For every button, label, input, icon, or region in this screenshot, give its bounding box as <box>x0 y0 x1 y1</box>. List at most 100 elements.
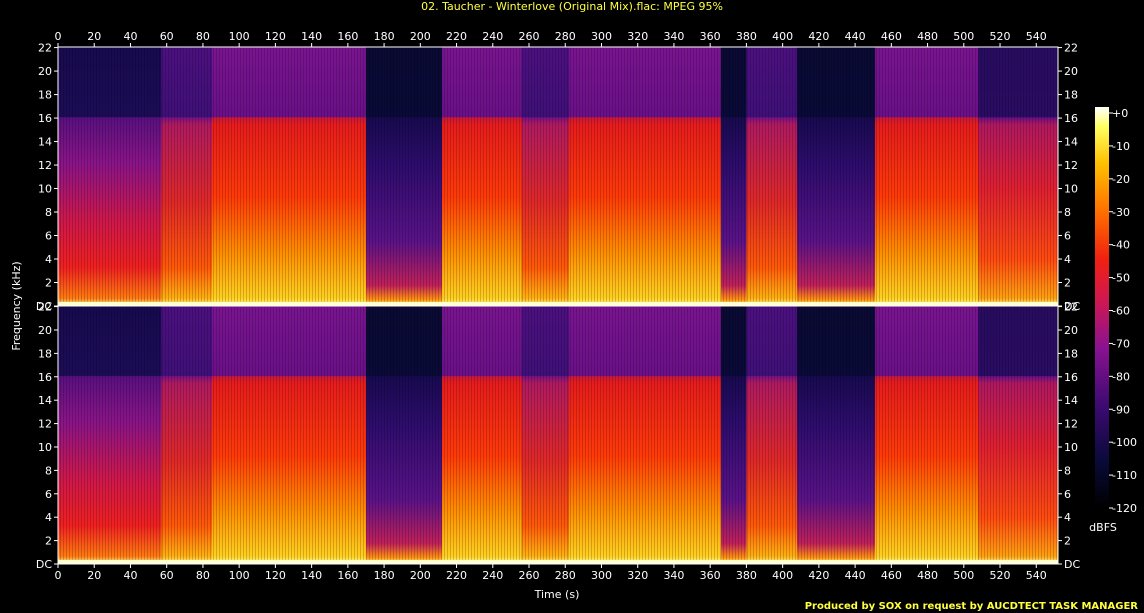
x-tick-label-bottom: 160 <box>337 569 358 582</box>
x-tick-label-top: 180 <box>374 30 395 43</box>
y-tick-label-left: 20 <box>38 324 52 337</box>
x-tick-label-bottom: 420 <box>808 569 829 582</box>
y-tick-label-left: 16 <box>38 371 52 384</box>
colorbar-label: dBFS <box>1089 521 1117 534</box>
y-tick-label-left: 8 <box>45 464 52 477</box>
x-tick-label-bottom: 540 <box>1026 569 1047 582</box>
colorbar-gradient <box>1095 107 1109 508</box>
y-tick-label-left: 4 <box>45 511 52 524</box>
x-tick-label-top: 340 <box>663 30 684 43</box>
y-tick-label-left: 6 <box>45 230 52 243</box>
x-tick-label-bottom: 440 <box>845 569 866 582</box>
x-tick-label-top: 380 <box>736 30 757 43</box>
y-tick-label-right: 6 <box>1064 230 1071 243</box>
y-tick-label-right: 6 <box>1064 488 1071 501</box>
y-tick-label-left: 18 <box>38 347 52 360</box>
y-tick-label-left: 14 <box>38 136 52 149</box>
x-tick-label-top: 520 <box>990 30 1011 43</box>
x-tick-label-bottom: 0 <box>55 569 62 582</box>
y-tick-label-right: 16 <box>1064 371 1078 384</box>
panel-frame <box>57 305 1059 565</box>
channel-panel <box>57 305 1059 565</box>
x-tick-label-top: 200 <box>410 30 431 43</box>
texture-overlay <box>58 306 1058 564</box>
y-tick-label-left: 22 <box>38 301 52 314</box>
x-tick-label-bottom: 520 <box>990 569 1011 582</box>
colorbar-tick-label: -100 <box>1112 436 1137 449</box>
y-tick-label-right: 18 <box>1064 89 1078 102</box>
x-tick-label-bottom: 380 <box>736 569 757 582</box>
x-tick-label-bottom: 480 <box>917 569 938 582</box>
y-tick-label-left: 10 <box>38 183 52 196</box>
texture-overlay <box>58 47 1058 306</box>
colorbar-tick-label: -40 <box>1112 239 1130 252</box>
y-axis-label: Frequency (kHz) <box>10 261 23 350</box>
x-tick-label-top: 320 <box>627 30 648 43</box>
y-tick-label-left: 18 <box>38 89 52 102</box>
y-tick-label-left: 2 <box>45 535 52 548</box>
x-tick-label-bottom: 140 <box>301 569 322 582</box>
x-tick-label-bottom: 260 <box>519 569 540 582</box>
y-tick-label-left: 4 <box>45 253 52 266</box>
chart-title: 02. Taucher - Winterlove (Original Mix).… <box>421 0 723 13</box>
y-tick-label-right: 12 <box>1064 159 1078 172</box>
y-tick-label-right: 10 <box>1064 183 1078 196</box>
x-tick-label-top: 300 <box>591 30 612 43</box>
y-tick-label-right: 18 <box>1064 347 1078 360</box>
x-tick-label-bottom: 320 <box>627 569 648 582</box>
x-tick-label-top: 500 <box>953 30 974 43</box>
x-tick-label-top: 60 <box>160 30 174 43</box>
x-tick-label-bottom: 460 <box>881 569 902 582</box>
y-tick-label-right: 22 <box>1064 42 1078 55</box>
x-tick-label-top: 120 <box>265 30 286 43</box>
y-tick-label-right: 2 <box>1064 535 1071 548</box>
y-tick-label-right: 20 <box>1064 65 1078 78</box>
y-tick-label-right: DC <box>1064 300 1080 313</box>
x-tick-label-top: 40 <box>123 30 137 43</box>
x-tick-label-top: 20 <box>87 30 101 43</box>
x-tick-label-bottom: 60 <box>160 569 174 582</box>
y-tick-label-right: 4 <box>1064 253 1071 266</box>
x-tick-label-bottom: 360 <box>700 569 721 582</box>
x-tick-label-bottom: 200 <box>410 569 431 582</box>
y-tick-label-left: 12 <box>38 418 52 431</box>
x-tick-label-bottom: 500 <box>953 569 974 582</box>
y-tick-label-left: 6 <box>45 488 52 501</box>
x-tick-label-top: 460 <box>881 30 902 43</box>
spectrogram-channels <box>57 46 1059 565</box>
x-tick-label-bottom: 120 <box>265 569 286 582</box>
x-tick-label-bottom: 80 <box>196 569 210 582</box>
y-tick-label-right: 20 <box>1064 324 1078 337</box>
y-tick-label-left: 10 <box>38 441 52 454</box>
y-tick-label-right: 10 <box>1064 441 1078 454</box>
colorbar-tick-label: +0 <box>1112 107 1128 120</box>
y-tick-label-right: 22 <box>1064 301 1078 314</box>
y-tick-label-left: 16 <box>38 112 52 125</box>
y-tick-label-right: 8 <box>1064 464 1071 477</box>
y-tick-label-left: 2 <box>45 277 52 290</box>
x-tick-label-top: 420 <box>808 30 829 43</box>
x-tick-label-top: 260 <box>519 30 540 43</box>
x-tick-label-bottom: 300 <box>591 569 612 582</box>
colorbar-tick-label: -110 <box>1112 469 1137 482</box>
x-tick-label-top: 440 <box>845 30 866 43</box>
x-tick-label-top: 80 <box>196 30 210 43</box>
y-tick-label-right: 16 <box>1064 112 1078 125</box>
chart-axes: 0 0 20 20 40 40 60 60 80 80 100 100 120 120 140 140 160 1… <box>36 30 1081 582</box>
y-tick-label-left: 22 <box>38 42 52 55</box>
y-tick-label-right: 4 <box>1064 511 1071 524</box>
x-axis-label: Time (s) <box>534 588 580 601</box>
x-tick-label-top: 220 <box>446 30 467 43</box>
x-tick-label-top: 480 <box>917 30 938 43</box>
colorbar-tick-label: -60 <box>1112 305 1130 318</box>
channel-panel <box>57 46 1059 307</box>
x-tick-label-top: 540 <box>1026 30 1047 43</box>
x-tick-label-top: 280 <box>555 30 576 43</box>
x-tick-label-bottom: 400 <box>772 569 793 582</box>
credit-text: Produced by SOX on request by AUCDTECT T… <box>805 601 1139 612</box>
colorbar-tick-label: -20 <box>1112 173 1130 186</box>
x-tick-label-top: 160 <box>337 30 358 43</box>
x-tick-label-top: 140 <box>301 30 322 43</box>
colorbar: +0 -10 -20 -30 -40 -50 -60 -70 -80 -90 -100 -110 -12… <box>1095 107 1137 515</box>
